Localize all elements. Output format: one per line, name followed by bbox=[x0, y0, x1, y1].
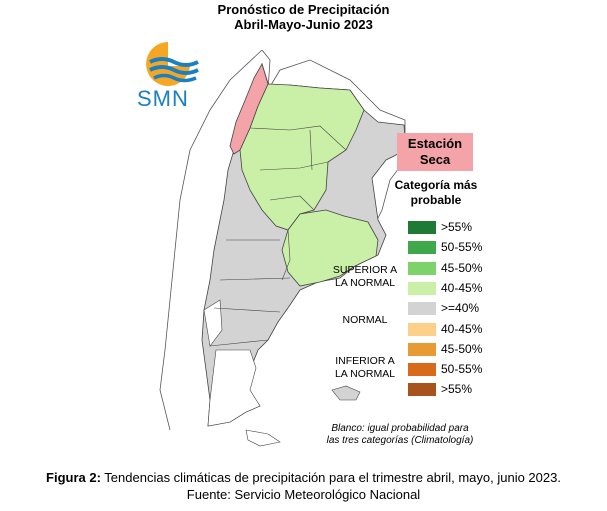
legend-swatch bbox=[408, 363, 436, 377]
province-borders bbox=[209, 125, 347, 347]
dry-season-label-line1: Estación bbox=[407, 136, 463, 151]
figure-caption-text: Tendencias climáticas de precipitación p… bbox=[100, 470, 561, 485]
legend-swatch bbox=[408, 383, 436, 397]
argentina-map bbox=[159, 50, 407, 447]
white-south-region bbox=[207, 349, 261, 427]
green-center-region bbox=[281, 209, 379, 287]
malvinas-islands bbox=[331, 385, 361, 401]
white-west-region bbox=[203, 299, 223, 347]
legend-group-superior: SUPERIOR A LA NORMAL bbox=[320, 264, 410, 290]
legend-label: >=40% bbox=[441, 301, 480, 316]
legend-group-inferior-line1: INFERIOR A bbox=[335, 355, 395, 367]
legend-label: 50-55% bbox=[441, 362, 483, 377]
climatology-note-line1: Blanco: igual probabilidad para bbox=[331, 423, 469, 434]
legend-group-inferior-line2: LA NORMAL bbox=[334, 368, 396, 380]
legend-label: 50-55% bbox=[441, 240, 483, 255]
legend-swatch bbox=[408, 322, 436, 336]
tierra-del-fuego bbox=[245, 429, 281, 447]
map-title: Pronóstico de Precipitación bbox=[217, 2, 390, 17]
legend-title-line1: Categoría más bbox=[394, 178, 478, 192]
legend-label: 40-45% bbox=[441, 280, 483, 295]
logo-text: SMN bbox=[137, 86, 189, 111]
dry-season-label: Estación Seca bbox=[397, 133, 473, 171]
legend-label: >55% bbox=[441, 220, 473, 234]
figure-caption-line1: Figura 2: Tendencias climáticas de preci… bbox=[0, 469, 607, 486]
legend-title: Categoría más probable bbox=[376, 178, 496, 208]
green-north-region bbox=[239, 83, 365, 231]
legend-label: >55% bbox=[441, 382, 473, 397]
figure-caption-bold: Figura 2: bbox=[46, 470, 101, 485]
legend-swatch bbox=[408, 302, 436, 316]
smn-logo-icon bbox=[146, 42, 199, 86]
map-subtitle: Abril-Mayo-Junio 2023 bbox=[234, 17, 373, 32]
legend-swatch bbox=[408, 281, 436, 295]
dry-season-region bbox=[229, 62, 269, 155]
legend-label: 45-50% bbox=[441, 341, 483, 356]
legend-label: 45-50% bbox=[441, 260, 483, 275]
climatology-note-line2: las tres categorías (Climatología) bbox=[326, 435, 474, 446]
legend-group-superior-line2: LA NORMAL bbox=[334, 277, 396, 289]
legend-group-superior-line1: SUPERIOR A bbox=[332, 264, 398, 276]
legend-swatch bbox=[408, 241, 436, 255]
legend-group-inferior: INFERIOR A LA NORMAL bbox=[320, 355, 410, 381]
legend-swatch bbox=[408, 221, 436, 234]
climatology-note: Blanco: igual probabilidad para las tres… bbox=[300, 423, 500, 447]
legend-swatch bbox=[408, 261, 436, 275]
legend-group-normal: NORMAL bbox=[342, 314, 388, 326]
figure-caption: Figura 2: Tendencias climáticas de preci… bbox=[0, 469, 607, 503]
figure-caption-line2: Fuente: Servicio Meteorológico Nacional bbox=[186, 487, 421, 502]
legend-swatch bbox=[408, 342, 436, 356]
legend-label: 40-45% bbox=[441, 321, 483, 336]
legend-title-line2: probable bbox=[410, 193, 462, 207]
dry-season-label-line2: Seca bbox=[419, 152, 451, 167]
